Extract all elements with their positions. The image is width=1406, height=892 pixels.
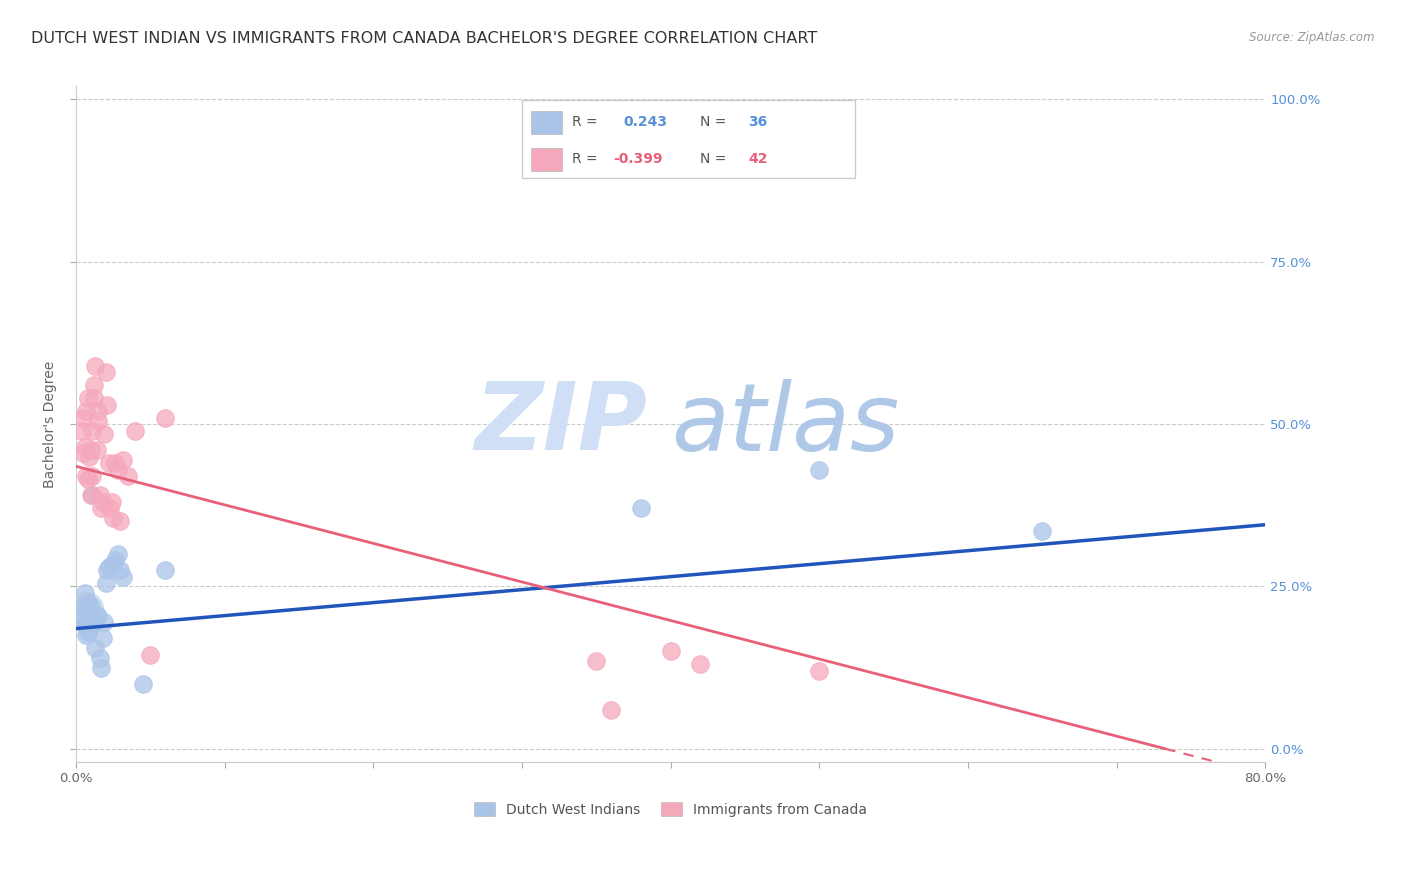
Point [75, 628, 97, 642]
Point [82, 615, 104, 629]
Point [76, 596, 98, 610]
Point [91, 495, 114, 509]
Point [93, 615, 115, 629]
Point [75, 469, 97, 483]
Point [73, 586, 96, 600]
Point [600, 703, 623, 717]
Point [808, 664, 831, 678]
Text: ZIP: ZIP [474, 378, 647, 470]
Point [93, 426, 115, 441]
Point [83, 378, 105, 392]
Point [107, 462, 129, 476]
Point [153, 563, 176, 577]
Point [110, 515, 132, 529]
Text: 36: 36 [748, 115, 768, 129]
Point [94, 365, 117, 379]
Text: atlas: atlas [671, 378, 898, 469]
Point [87, 414, 110, 428]
Point [77, 450, 100, 464]
Text: R =: R = [572, 115, 606, 129]
Point [80, 443, 103, 458]
Point [97, 456, 120, 470]
Point [83, 615, 105, 629]
Point [91, 632, 114, 646]
Point [96, 563, 118, 577]
Point [90, 501, 112, 516]
Point [101, 511, 124, 525]
Text: Source: ZipAtlas.com: Source: ZipAtlas.com [1250, 31, 1375, 45]
Point [103, 456, 125, 470]
Point [89, 650, 111, 665]
Point [1031, 524, 1053, 539]
FancyBboxPatch shape [522, 100, 855, 178]
Text: -0.399: -0.399 [613, 153, 664, 166]
Point [112, 452, 135, 467]
Point [72, 612, 94, 626]
Point [117, 469, 139, 483]
Point [80, 488, 103, 502]
Point [73, 618, 96, 632]
Point [82, 424, 104, 438]
Point [72, 410, 94, 425]
Point [72, 599, 94, 613]
Point [75, 602, 97, 616]
Point [82, 488, 104, 502]
Point [77, 622, 100, 636]
Point [76, 472, 98, 486]
Point [84, 359, 107, 373]
Y-axis label: Bachelor's Degree: Bachelor's Degree [44, 360, 58, 488]
Point [112, 569, 135, 583]
Text: R =: R = [572, 153, 602, 166]
Point [630, 501, 652, 516]
Point [94, 576, 117, 591]
Point [689, 657, 711, 672]
Point [101, 557, 124, 571]
Point [86, 608, 108, 623]
Text: N =: N = [700, 115, 731, 129]
Point [80, 612, 103, 626]
Point [97, 560, 120, 574]
Legend: Dutch West Indians, Immigrants from Canada: Dutch West Indians, Immigrants from Cana… [468, 797, 873, 822]
Point [76, 624, 98, 639]
Point [585, 654, 607, 668]
Text: 42: 42 [748, 153, 768, 166]
Point [132, 677, 155, 691]
Point [98, 501, 121, 516]
Point [75, 615, 97, 629]
Point [84, 641, 107, 656]
Text: 0.243: 0.243 [623, 115, 666, 129]
Point [75, 602, 97, 616]
Text: N =: N = [700, 153, 731, 166]
Point [103, 553, 125, 567]
Point [80, 599, 103, 613]
FancyBboxPatch shape [531, 111, 562, 134]
Point [100, 495, 122, 509]
Point [96, 398, 118, 412]
Point [124, 424, 146, 438]
Point [82, 469, 104, 483]
Point [107, 547, 129, 561]
Point [76, 391, 98, 405]
Point [83, 391, 105, 405]
Point [110, 563, 132, 577]
Point [659, 644, 682, 658]
Point [808, 462, 831, 476]
Point [77, 602, 100, 616]
Point [87, 404, 110, 418]
Point [139, 648, 162, 662]
Point [72, 446, 94, 460]
Point [75, 404, 97, 418]
Text: DUTCH WEST INDIAN VS IMMIGRANTS FROM CANADA BACHELOR'S DEGREE CORRELATION CHART: DUTCH WEST INDIAN VS IMMIGRANTS FROM CAN… [31, 31, 817, 46]
Point [90, 660, 112, 674]
Point [70, 424, 93, 438]
Point [87, 608, 110, 623]
Point [89, 488, 111, 502]
Point [86, 443, 108, 458]
Point [153, 410, 176, 425]
FancyBboxPatch shape [531, 148, 562, 170]
Point [73, 440, 96, 454]
